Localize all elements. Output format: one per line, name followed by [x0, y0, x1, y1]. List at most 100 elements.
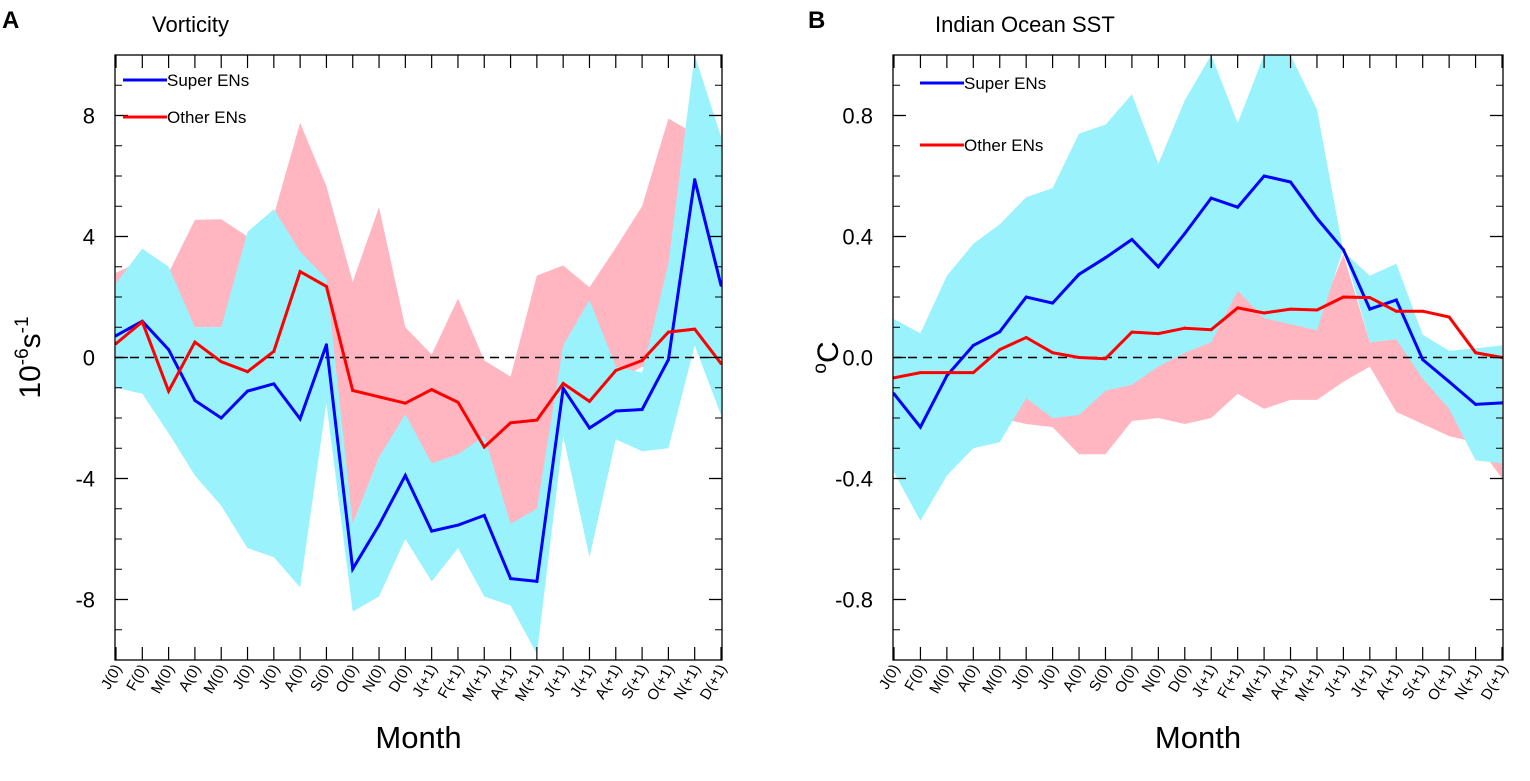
- data-point: [324, 284, 328, 288]
- data-point: [971, 343, 975, 347]
- data-point: [1103, 256, 1107, 260]
- data-point: [351, 567, 355, 571]
- data-point: [246, 389, 250, 393]
- x-tick-label: M(0): [979, 661, 1009, 696]
- x-tick-label: M(0): [148, 661, 178, 696]
- data-point: [219, 360, 223, 364]
- y-label-unit: C: [812, 341, 845, 363]
- data-point: [640, 359, 644, 363]
- y-axis-label: 10-6s-1: [12, 316, 47, 398]
- data-point: [351, 388, 355, 392]
- data-point: [324, 343, 328, 347]
- data-point: [1262, 174, 1266, 178]
- data-point: [298, 270, 302, 274]
- data-point: [1051, 301, 1055, 305]
- data-point: [1289, 307, 1293, 311]
- x-tick-label: S(0): [307, 662, 336, 695]
- series-line-other-ens: [893, 295, 1503, 380]
- x-tick-label: S(0): [1086, 662, 1115, 695]
- data-point: [430, 388, 434, 392]
- data-point: [403, 473, 407, 477]
- legend-label: Super ENs: [964, 74, 1046, 93]
- data-point: [918, 425, 922, 429]
- data-point: [193, 340, 197, 344]
- x-tick-label: J(0): [229, 662, 257, 693]
- data-point: [1341, 295, 1345, 299]
- data-point: [1130, 330, 1134, 334]
- data-point: [456, 400, 460, 404]
- data-point: [1156, 332, 1160, 336]
- x-tick-label: D(+1): [697, 662, 731, 703]
- y-label-base: 10: [14, 365, 47, 398]
- y-tick-label: -0.8: [835, 588, 873, 613]
- data-point: [971, 371, 975, 375]
- data-point: [377, 523, 381, 527]
- x-axis-label: Month: [375, 720, 461, 755]
- data-point: [1447, 380, 1451, 384]
- y-axis-label: oC: [810, 341, 845, 373]
- data-point: [945, 374, 949, 378]
- x-tick-label: M(+1): [512, 662, 547, 705]
- x-tick-label: M(0): [201, 661, 231, 696]
- spread-band-super-ens: [116, 55, 721, 654]
- y-tick-label: 0.8: [842, 104, 873, 129]
- data-point: [693, 327, 697, 331]
- legend-label: Super ENs: [167, 71, 249, 90]
- x-tick-label: J(0): [876, 662, 904, 693]
- y-label-superscript: -1: [12, 316, 33, 333]
- x-tick-label: O(0): [332, 661, 362, 695]
- data-point: [1341, 248, 1345, 252]
- data-point: [1368, 296, 1372, 300]
- x-tick-label: M(0): [926, 661, 956, 696]
- data-point: [640, 408, 644, 412]
- data-point: [167, 389, 171, 393]
- data-point: [998, 348, 1002, 352]
- data-point: [614, 409, 618, 413]
- legend-label: Other ENs: [167, 108, 246, 127]
- data-point: [561, 382, 565, 386]
- y-tick-label: 8: [83, 104, 95, 129]
- data-point: [403, 401, 407, 405]
- data-point: [535, 418, 539, 422]
- data-point: [246, 370, 250, 374]
- panel-label: A: [2, 7, 19, 34]
- data-point: [1421, 309, 1425, 313]
- x-tick-label: A(0): [175, 662, 204, 695]
- data-point: [1236, 205, 1240, 209]
- y-tick-label: 0.0: [842, 346, 873, 371]
- data-point: [1024, 336, 1028, 340]
- legend-label: Other ENs: [964, 136, 1043, 155]
- x-tick-label: J(0): [1034, 662, 1062, 693]
- spread-band-super-ens: [894, 55, 1502, 521]
- panel-label: B: [808, 7, 825, 34]
- y-tick-label: -8: [75, 588, 95, 613]
- data-point: [1183, 326, 1187, 330]
- legend: Super ENs Other ENs: [123, 71, 249, 127]
- x-tick-label: O(0): [1112, 661, 1142, 695]
- data-point: [666, 358, 670, 362]
- data-point: [1447, 315, 1451, 319]
- data-point: [1421, 358, 1425, 362]
- data-point: [1262, 311, 1266, 315]
- data-point: [456, 523, 460, 527]
- data-point: [1183, 231, 1187, 235]
- data-point: [272, 382, 276, 386]
- data-point: [272, 349, 276, 353]
- chart-panel-a: 840-4-8J(0)F(0)M(0)A(0)M(0)J(0)J(0)A(0)S…: [2, 7, 730, 755]
- data-point: [1368, 307, 1372, 311]
- data-point: [1130, 238, 1134, 242]
- series-line-super-ens: [115, 179, 723, 584]
- data-point: [509, 577, 513, 581]
- data-point: [1024, 295, 1028, 299]
- x-tick-label: J(0): [98, 662, 126, 693]
- data-point: [1474, 402, 1478, 406]
- chart-title: Vorticity: [152, 12, 229, 37]
- y-tick-label: -0.4: [835, 467, 873, 492]
- x-tick-label: N(0): [1139, 662, 1168, 696]
- data-point: [614, 369, 618, 373]
- x-tick-label: J(+1): [1321, 661, 1353, 699]
- data-point: [945, 371, 949, 375]
- x-tick-label: J(0): [256, 662, 284, 693]
- y-label-superscript: -6: [12, 348, 33, 365]
